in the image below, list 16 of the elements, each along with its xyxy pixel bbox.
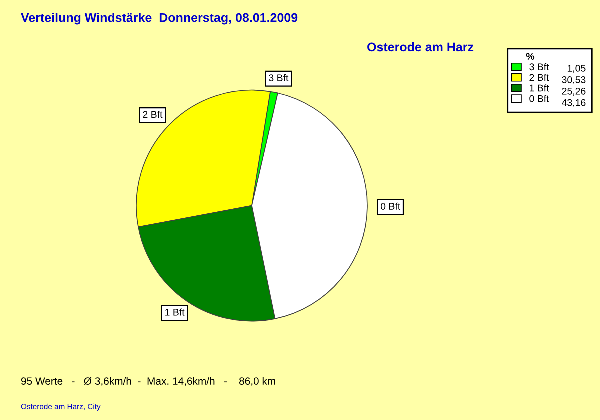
- legend-label: 0 Bft: [530, 95, 550, 102]
- chart-subtitle: Osterode am Harz: [368, 42, 474, 52]
- data-label: 43,16: [562, 99, 586, 108]
- slice-label: 2 Bft: [143, 110, 163, 118]
- slice-label: 3 Bft: [269, 74, 289, 82]
- legend-title: %: [526, 53, 535, 60]
- data-label: 25,26: [562, 88, 586, 96]
- legend-label: 1 Bft: [530, 84, 550, 92]
- data-label: 1,05: [568, 65, 586, 74]
- legend-label: 2 Bft: [530, 74, 550, 82]
- slice-label: 0 Bft: [380, 202, 401, 210]
- text: 95 Werte - Ø 3,6km/h - Max. 14,6km/h - 86,0 km: [21, 377, 276, 386]
- slice-label: 1 Bft: [166, 308, 185, 316]
- legend-label: 3 Bft: [530, 63, 550, 71]
- data-label: 30,53: [562, 76, 586, 85]
- chart-title: Verteilung Windstärke Donnerstag, 08.01.2009: [21, 13, 298, 25]
